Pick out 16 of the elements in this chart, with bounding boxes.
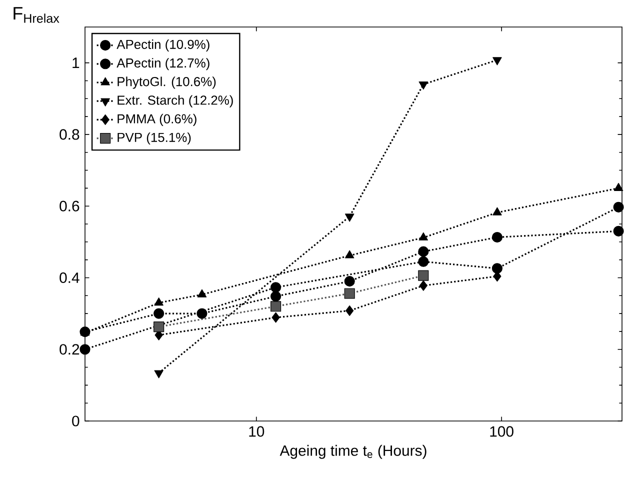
x-tick-label: 10 xyxy=(249,426,264,437)
y-tick-label: 0.2 xyxy=(60,344,80,355)
y-axis-title: F$_{Hrelax}$ xyxy=(14,7,60,23)
x-axis-title: Ageing time t$_{e}$ (Hours) xyxy=(280,444,426,459)
y-tick-label: 0.4 xyxy=(60,272,80,284)
legend-label: APectin (10.9%) xyxy=(116,39,210,52)
x-tick-label: 100 xyxy=(490,426,514,437)
legend-label: PVP (15.1%) xyxy=(118,132,191,145)
y-tick-label: 1 xyxy=(72,58,80,68)
legend-label: APectin (12.7%) xyxy=(116,58,210,70)
legend-label: Extr. Starch (12.2%) xyxy=(118,95,233,108)
legend-label: PhytoGl. (10.6%) xyxy=(118,76,216,89)
y-tick-label: 0.8 xyxy=(60,129,80,140)
legend-label: PMMA (0.6%) xyxy=(118,114,196,126)
y-tick-label: 0.6 xyxy=(60,200,80,212)
y-tick-label: 0 xyxy=(72,416,80,426)
